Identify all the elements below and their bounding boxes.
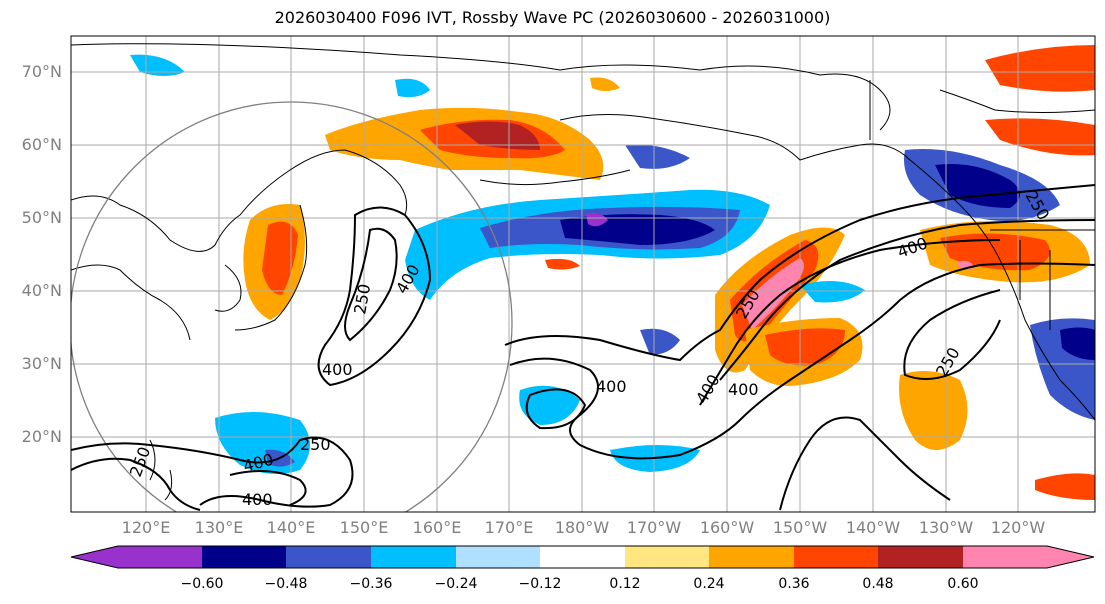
contour-label: 400 <box>596 377 627 396</box>
contour-label: 400 <box>242 490 273 509</box>
lon-label: 140°W <box>845 518 901 537</box>
anomaly-bering-negative <box>625 144 690 169</box>
rossby-circle <box>71 101 513 512</box>
colorbar-segment <box>456 546 540 568</box>
contour-central-400 <box>504 184 1095 362</box>
colorbar-tick: 0.48 <box>862 576 894 592</box>
lon-label: 160°W <box>699 518 755 537</box>
contour-label: 400 <box>322 360 353 379</box>
map-border <box>70 35 1096 513</box>
colorbar-tick: 0.60 <box>947 576 979 592</box>
contour-label: 250 <box>300 435 331 454</box>
anomaly-canada-positive <box>985 118 1095 156</box>
anomaly-nwamerica-core <box>935 164 1020 208</box>
coastline-canada <box>869 80 1095 140</box>
contour-sw-400 <box>71 436 354 508</box>
coastline-alaska <box>559 113 1095 421</box>
colorbar-segment <box>540 546 625 568</box>
anomaly-pacific-negative-peak <box>586 212 608 227</box>
coastline-islands <box>149 439 173 501</box>
lon-label: 130°W <box>918 518 974 537</box>
contour-japan-250 <box>344 227 398 342</box>
anomaly-okhotsk-max <box>455 121 540 150</box>
lon-label: 160°E <box>412 518 462 537</box>
lon-label: 120°W <box>990 518 1046 537</box>
anomaly-arctic-negative-b <box>130 54 185 76</box>
lat-label: 30°N <box>21 354 62 373</box>
anomaly-southeast-positive <box>899 371 968 450</box>
contour-inner-400 <box>699 239 1001 406</box>
colorbar-high-extend <box>1047 546 1094 568</box>
anomaly-subtropic-negative-c <box>640 328 680 355</box>
anomaly-westcoast-core <box>940 233 1050 271</box>
map-title: 2026030400 F096 IVT, Rossby Wave PC (202… <box>274 8 831 27</box>
lat-label: 70°N <box>21 62 62 81</box>
contour-central-lower <box>509 262 1095 460</box>
coastlines <box>71 43 1095 501</box>
colorbar-segment <box>709 546 794 568</box>
coastline-asia <box>71 149 408 341</box>
colorbar-segment <box>202 546 286 568</box>
anomaly-ar-peak <box>742 258 804 330</box>
contour-japan-400 <box>317 206 432 387</box>
anomaly-hawaii-positive <box>1035 473 1095 500</box>
anomaly-arctic-positive <box>985 45 1095 92</box>
colorbar-tick: 0.12 <box>609 576 641 592</box>
colorbar-tick: 0.24 <box>693 576 725 592</box>
colorbar-outline <box>70 545 1095 569</box>
colorbar-segment <box>371 546 456 568</box>
lon-label: 130°E <box>194 518 244 537</box>
lon-label: 120°E <box>121 518 171 537</box>
colorbar-segment <box>118 546 202 568</box>
colorbar-tick: −0.48 <box>264 576 308 592</box>
contour-south-250 <box>903 289 1001 380</box>
colorbar-segment <box>878 546 963 568</box>
anomaly-baja-core <box>1060 327 1095 360</box>
lon-label: 150°W <box>772 518 828 537</box>
anomaly-subtropic-negative-a <box>519 385 580 425</box>
coastline-aleutians <box>479 169 631 186</box>
colorbar-tick: 0.36 <box>778 576 810 592</box>
lon-label: 140°E <box>266 518 316 537</box>
anomaly-aleutian-positive <box>545 258 580 270</box>
anomaly-gulf-negative <box>800 281 865 303</box>
colorbar-segment <box>625 546 709 568</box>
coastline-arctic <box>71 43 891 131</box>
lon-label: 150°E <box>339 518 389 537</box>
lon-label: 170°E <box>484 518 534 537</box>
coastline-japan <box>234 204 308 331</box>
colorbar-segment <box>963 546 1047 568</box>
colorbar-segment <box>286 546 371 568</box>
coastline-korea <box>214 264 242 312</box>
contour-lower-400 <box>229 470 307 506</box>
lat-label: 40°N <box>21 281 62 300</box>
colorbar-tick: −0.36 <box>349 576 393 592</box>
colorbar-low-extend <box>71 546 118 568</box>
ivt-contours <box>71 184 1095 511</box>
colorbar-tick: −0.12 <box>518 576 562 592</box>
lon-label: 180°W <box>554 518 610 537</box>
contour-label: 400 <box>728 380 759 399</box>
lat-label: 20°N <box>21 427 62 446</box>
anomaly-japan-core <box>262 221 298 295</box>
lon-label: 170°W <box>626 518 682 537</box>
contour-southeast-250 <box>779 416 951 511</box>
colorbar-tick: −0.60 <box>180 576 224 592</box>
anomaly-arctic-positive-b <box>590 77 620 91</box>
contour-ring <box>525 388 587 430</box>
colorbar-tick: −0.24 <box>434 576 478 592</box>
lat-label: 50°N <box>21 208 62 227</box>
colorbar-segment <box>794 546 878 568</box>
contour-mid-250 <box>719 219 1095 381</box>
colorbar <box>70 545 1095 569</box>
contour-sw-250 <box>71 457 201 511</box>
lat-label: 60°N <box>21 135 62 154</box>
anomaly-arctic-negative <box>395 78 430 98</box>
